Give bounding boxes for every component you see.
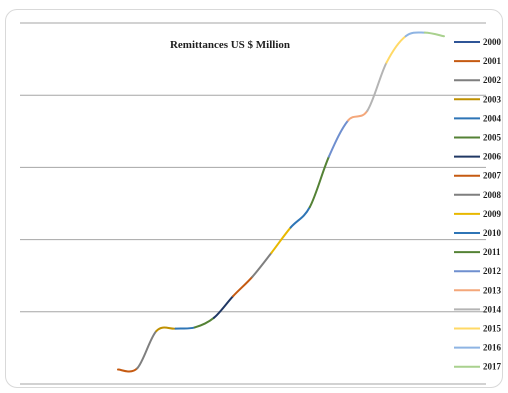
legend-label: 2006 — [483, 152, 502, 162]
legend-label: 2011 — [483, 247, 501, 257]
legend-item: 2004 — [454, 113, 502, 123]
legend-label: 2010 — [483, 228, 502, 238]
legend-item: 2010 — [454, 228, 502, 238]
legend-label: 2014 — [483, 304, 502, 314]
legend-item: 2012 — [454, 266, 502, 276]
legend-label: 2009 — [483, 209, 502, 219]
line-segment-2007 — [232, 275, 254, 298]
legend-label: 2013 — [483, 285, 502, 295]
legend-label: 2015 — [483, 324, 502, 334]
line-segment-2016 — [404, 31, 426, 38]
legend-label: 2004 — [483, 113, 502, 123]
line-segment-2011 — [308, 155, 330, 209]
legend-label: 2005 — [483, 133, 502, 143]
line-segment-2008 — [251, 251, 273, 278]
line-segment-2002 — [136, 330, 158, 370]
legend-label: 2001 — [483, 56, 502, 66]
legend-item: 2002 — [454, 75, 502, 85]
legend-label: 2007 — [483, 171, 502, 181]
legend-label: 2008 — [483, 190, 502, 200]
line-segment-2001 — [117, 367, 139, 373]
legend-item: 2001 — [454, 56, 502, 66]
legend-label: 2017 — [483, 362, 502, 372]
legend-item: 2005 — [454, 133, 502, 143]
line-segment-2006 — [212, 295, 235, 319]
line-segment-2014 — [366, 61, 388, 112]
legend-item: 2007 — [454, 171, 502, 181]
chart-title: Remittances US $ Million — [170, 39, 290, 51]
line-segment-2010 — [289, 206, 311, 229]
legend-item: 2008 — [454, 190, 502, 200]
line-segment-2004 — [174, 326, 196, 330]
legend-label: 2003 — [483, 94, 502, 104]
line-segment-2015 — [385, 35, 407, 64]
legend-item: 2003 — [454, 94, 502, 104]
legend-label: 2000 — [483, 37, 502, 47]
legend-item: 2000 — [454, 37, 502, 47]
legend-item: 2017 — [454, 362, 502, 372]
legend-item: 2014 — [454, 304, 502, 314]
line-segment-2012 — [327, 119, 350, 158]
line-segment-2017 — [423, 31, 445, 38]
legend-label: 2002 — [483, 75, 502, 85]
legend-item: 2015 — [454, 324, 502, 334]
line-segment-2009 — [270, 226, 292, 254]
line-segment-2003 — [155, 326, 177, 333]
legend-item: 2009 — [454, 209, 502, 219]
legend-label: 2012 — [483, 266, 502, 276]
data-lines — [117, 31, 445, 373]
legend-item: 2013 — [454, 285, 502, 295]
line-segment-2005 — [193, 316, 215, 329]
legend-label: 2016 — [483, 343, 502, 353]
line-segment-2013 — [347, 109, 369, 122]
legend-item: 2011 — [454, 247, 501, 257]
legend-item: 2006 — [454, 152, 502, 162]
chart-frame — [5, 9, 503, 388]
legend: 2000 2001 2002 2003 2004 2005 2006 2007 2008 2009… — [454, 37, 502, 372]
legend-item: 2016 — [454, 343, 502, 353]
gridlines — [20, 22, 486, 385]
